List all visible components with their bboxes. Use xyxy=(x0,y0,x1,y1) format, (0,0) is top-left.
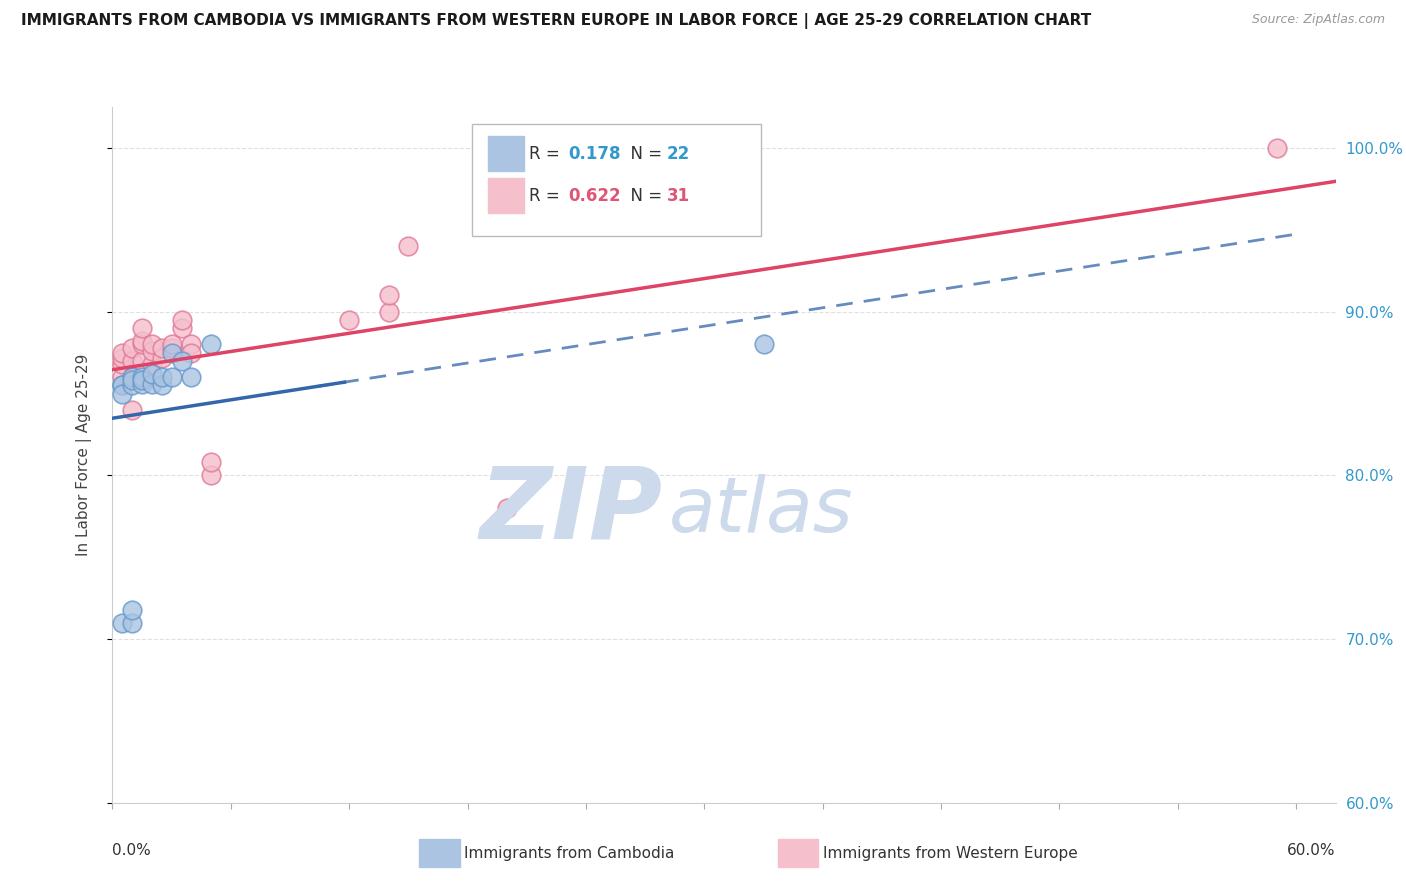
Point xyxy=(200,455,222,469)
Point xyxy=(141,343,163,358)
Text: R =: R = xyxy=(529,186,565,204)
Point xyxy=(160,337,183,351)
Point xyxy=(141,357,163,371)
Point xyxy=(180,370,202,384)
Point xyxy=(131,376,153,391)
Point xyxy=(121,370,143,384)
Point xyxy=(170,353,193,368)
Point xyxy=(121,353,143,368)
Text: 0.622: 0.622 xyxy=(568,186,620,204)
Text: 0.178: 0.178 xyxy=(568,145,620,162)
Text: N =: N = xyxy=(620,186,668,204)
Text: 60.0%: 60.0% xyxy=(1288,843,1336,858)
Point xyxy=(200,337,222,351)
Point xyxy=(180,345,202,359)
Point xyxy=(111,615,134,630)
Point xyxy=(141,376,163,391)
Text: 22: 22 xyxy=(666,145,690,162)
Point xyxy=(170,313,193,327)
Point xyxy=(496,501,519,516)
Point xyxy=(121,370,143,384)
Text: Immigrants from Cambodia: Immigrants from Cambodia xyxy=(464,847,675,861)
Point xyxy=(121,602,143,616)
Point xyxy=(121,341,143,355)
Point xyxy=(1265,141,1288,155)
Point xyxy=(377,304,399,318)
Point xyxy=(337,313,360,327)
Point xyxy=(160,341,183,355)
Point xyxy=(131,337,153,351)
Point xyxy=(121,373,143,387)
Point xyxy=(150,341,173,355)
Point xyxy=(170,321,193,335)
Point xyxy=(111,378,134,392)
Text: 31: 31 xyxy=(666,186,689,204)
Point xyxy=(180,337,202,351)
Point xyxy=(131,373,153,387)
Point xyxy=(111,370,134,384)
Point xyxy=(150,370,173,384)
Point xyxy=(121,615,143,630)
Text: IMMIGRANTS FROM CAMBODIA VS IMMIGRANTS FROM WESTERN EUROPE IN LABOR FORCE | AGE : IMMIGRANTS FROM CAMBODIA VS IMMIGRANTS F… xyxy=(21,13,1091,29)
Text: N =: N = xyxy=(620,145,668,162)
Point xyxy=(131,334,153,348)
Point xyxy=(111,386,134,401)
Y-axis label: In Labor Force | Age 25-29: In Labor Force | Age 25-29 xyxy=(76,354,91,556)
Text: 0.0%: 0.0% xyxy=(112,843,152,858)
Point xyxy=(377,288,399,302)
Point xyxy=(111,357,134,371)
Point xyxy=(160,345,183,359)
Point xyxy=(752,337,775,351)
Point xyxy=(160,370,183,384)
Point xyxy=(396,239,419,253)
Text: R =: R = xyxy=(529,145,565,162)
Point xyxy=(111,351,134,365)
Text: ZIP: ZIP xyxy=(479,462,664,559)
Point xyxy=(141,367,163,381)
Point xyxy=(131,321,153,335)
Point xyxy=(150,378,173,392)
Text: Immigrants from Western Europe: Immigrants from Western Europe xyxy=(823,847,1077,861)
Point xyxy=(150,351,173,365)
Text: atlas: atlas xyxy=(669,474,853,548)
Point xyxy=(111,345,134,359)
Point xyxy=(131,353,153,368)
Point xyxy=(111,378,134,392)
Point xyxy=(200,468,222,483)
Point xyxy=(121,403,143,417)
Point xyxy=(141,337,163,351)
Point xyxy=(131,370,153,384)
Text: Source: ZipAtlas.com: Source: ZipAtlas.com xyxy=(1251,13,1385,27)
Point xyxy=(121,378,143,392)
